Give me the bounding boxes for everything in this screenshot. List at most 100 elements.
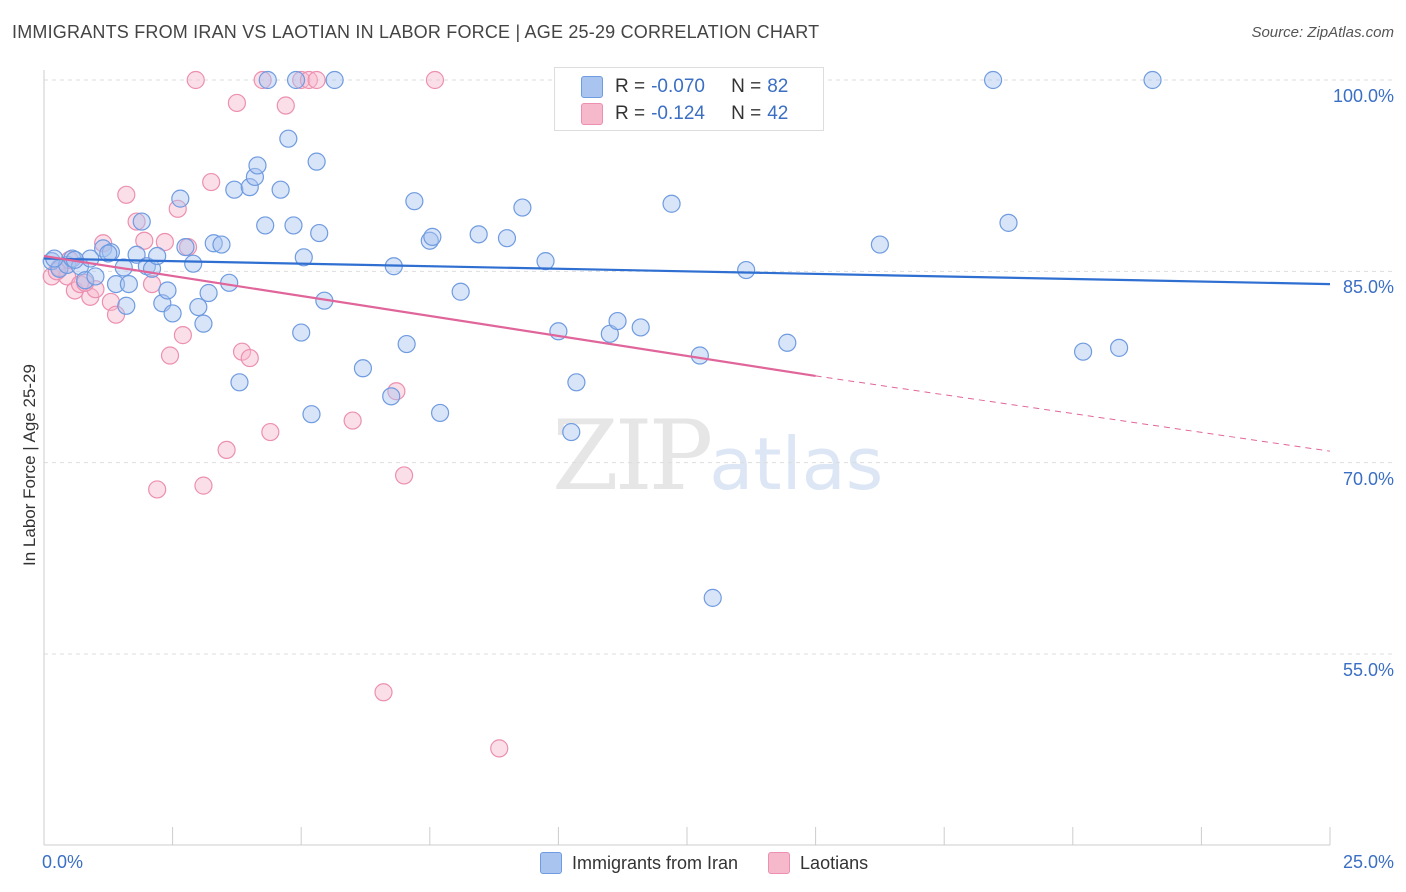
scatter-point bbox=[230, 373, 249, 392]
scatter-point bbox=[86, 267, 105, 286]
scatter-point bbox=[106, 305, 126, 324]
scatter-point bbox=[189, 297, 208, 317]
scatter-point bbox=[394, 466, 414, 485]
scatter-point bbox=[451, 282, 470, 301]
y-tick-label: 85.0% bbox=[1342, 277, 1394, 298]
x-tick-label-min: 0.0% bbox=[42, 852, 84, 872]
scatter-point bbox=[86, 280, 105, 299]
scatter-point bbox=[307, 152, 326, 171]
scatter-point bbox=[497, 229, 517, 248]
scatter-point bbox=[173, 326, 192, 345]
scatter-point bbox=[148, 480, 167, 499]
chart-source: Source: ZipAtlas.com bbox=[1251, 24, 1394, 41]
correlation-legend: R = -0.070 N = 82 R = -0.124 N = 42 bbox=[554, 67, 824, 131]
scatter-point bbox=[99, 244, 118, 263]
legend-item-iran: Immigrants from Iran bbox=[540, 852, 738, 874]
scatter-point bbox=[194, 314, 213, 333]
series-legend: Immigrants from Iran Laotians bbox=[540, 852, 898, 874]
scatter-point bbox=[397, 334, 416, 354]
y-tick-label: 70.0% bbox=[1342, 468, 1394, 489]
scatter-point bbox=[690, 346, 709, 365]
legend-r-value: -0.070 bbox=[651, 76, 705, 97]
scatter-point bbox=[248, 156, 267, 175]
scatter-point bbox=[1109, 338, 1129, 357]
scatter-point bbox=[119, 274, 138, 294]
watermark: ZIPatlas bbox=[552, 400, 883, 512]
scatter-point bbox=[279, 129, 298, 148]
trend-line bbox=[43, 254, 816, 378]
legend-n-value: 82 bbox=[767, 76, 789, 97]
y-axis-label: In Labor Force | Age 25-29 bbox=[20, 364, 39, 566]
scatter-point bbox=[703, 588, 722, 607]
scatter-point bbox=[184, 254, 203, 273]
scatter-point bbox=[261, 422, 280, 442]
scatter-point bbox=[217, 440, 236, 460]
scatter-point bbox=[294, 248, 313, 267]
scatter-point bbox=[405, 192, 424, 211]
scatter-point bbox=[225, 180, 244, 199]
scatter-point bbox=[310, 223, 329, 243]
scatter-point bbox=[284, 216, 303, 235]
scatter-point bbox=[199, 283, 218, 303]
legend-swatch-iran bbox=[540, 852, 562, 874]
scatter-point bbox=[382, 387, 401, 406]
legend-label-iran: Immigrants from Iran bbox=[572, 852, 739, 873]
scatter-point bbox=[76, 271, 95, 290]
scatter-point bbox=[490, 739, 509, 758]
scatter-point bbox=[343, 411, 362, 430]
scatter-point bbox=[374, 683, 393, 702]
scatter-point bbox=[778, 333, 797, 352]
legend-r-value: -0.124 bbox=[651, 103, 705, 124]
scatter-point bbox=[469, 225, 488, 244]
scatter-point bbox=[292, 323, 311, 342]
chart-title: IMMIGRANTS FROM IRAN VS LAOTIAN IN LABOR… bbox=[12, 22, 820, 42]
legend-item-laotians: Laotians bbox=[768, 852, 868, 874]
legend-swatch-laotians bbox=[768, 852, 791, 874]
scatter-point bbox=[286, 70, 306, 90]
scatter-point bbox=[117, 185, 136, 204]
scatter-point bbox=[240, 178, 259, 197]
scatter-point bbox=[127, 212, 146, 231]
scatter-point bbox=[135, 231, 154, 250]
scatter-point bbox=[870, 235, 890, 254]
scatter-point bbox=[430, 403, 450, 423]
trend-line bbox=[43, 257, 1331, 286]
scatter-point bbox=[202, 172, 221, 192]
scatter-point bbox=[353, 359, 373, 378]
scatter-point bbox=[186, 70, 205, 90]
scatter-point bbox=[608, 311, 627, 331]
scatter-point bbox=[562, 422, 581, 442]
scatter-point bbox=[567, 373, 586, 392]
watermark-zip: ZIP bbox=[552, 400, 713, 512]
watermark-atlas: atlas bbox=[709, 422, 884, 506]
y-tick-label: 100.0% bbox=[1332, 86, 1394, 106]
scatter-point bbox=[307, 70, 326, 90]
scatter-point bbox=[204, 234, 223, 253]
scatter-point bbox=[117, 296, 136, 315]
scatter-point bbox=[212, 235, 231, 254]
scatter-point bbox=[127, 245, 146, 264]
scatter-point bbox=[325, 70, 344, 90]
scatter-point bbox=[299, 70, 319, 90]
scatter-point bbox=[163, 304, 182, 323]
scatter-point bbox=[737, 260, 756, 280]
legend-row-iran: R = -0.070 N = 82 bbox=[581, 74, 788, 100]
scatter-point bbox=[256, 216, 275, 235]
scatter-point bbox=[271, 180, 290, 199]
scatter-point bbox=[194, 476, 213, 495]
scatter-point bbox=[106, 274, 126, 294]
scatter-point bbox=[158, 281, 177, 300]
scatter-point bbox=[142, 274, 162, 294]
scatter-point bbox=[292, 70, 311, 90]
legend-n-label: N = bbox=[731, 103, 762, 124]
y-tick-label: 55.0% bbox=[1342, 660, 1394, 680]
scatter-point bbox=[1073, 342, 1093, 361]
scatter-point bbox=[425, 70, 445, 90]
legend-label-laotians: Laotians bbox=[800, 852, 869, 873]
legend-swatch-iran bbox=[581, 76, 603, 98]
scatter-point bbox=[513, 198, 532, 217]
scatter-point bbox=[999, 213, 1018, 232]
scatter-point bbox=[155, 232, 174, 252]
scatter-point bbox=[245, 167, 265, 187]
